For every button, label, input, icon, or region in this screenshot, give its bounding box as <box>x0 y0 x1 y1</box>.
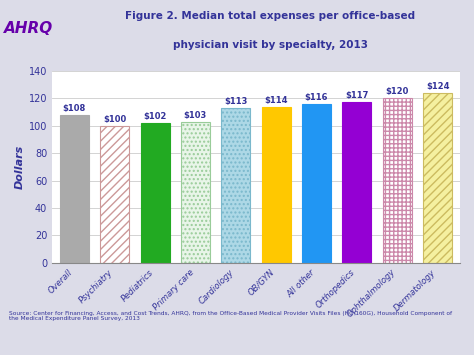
Text: $108: $108 <box>63 104 86 113</box>
Bar <box>342 103 372 263</box>
Text: $100: $100 <box>103 115 127 124</box>
Bar <box>302 104 331 263</box>
Text: $120: $120 <box>385 87 409 96</box>
Bar <box>423 93 452 263</box>
Bar <box>140 123 170 263</box>
Bar <box>262 106 291 263</box>
Bar <box>383 98 412 263</box>
Y-axis label: Dollars: Dollars <box>15 145 25 189</box>
Bar <box>221 108 250 263</box>
Bar <box>60 115 89 263</box>
Text: $113: $113 <box>224 97 247 106</box>
Text: Figure 2. Median total expenses per office-based: Figure 2. Median total expenses per offi… <box>125 11 415 21</box>
Text: $116: $116 <box>305 93 328 102</box>
Text: Source: Center for Financing, Access, and Cost Trends, AHRQ, from the Office-Bas: Source: Center for Financing, Access, an… <box>9 311 453 321</box>
Text: $117: $117 <box>345 92 369 100</box>
Bar <box>100 126 129 263</box>
Text: physician visit by specialty, 2013: physician visit by specialty, 2013 <box>173 40 368 50</box>
Text: AHRQ: AHRQ <box>4 21 53 36</box>
Text: $114: $114 <box>264 95 288 104</box>
Bar <box>181 122 210 263</box>
Text: $102: $102 <box>143 112 167 121</box>
Text: $103: $103 <box>184 111 207 120</box>
Text: $124: $124 <box>426 82 449 91</box>
